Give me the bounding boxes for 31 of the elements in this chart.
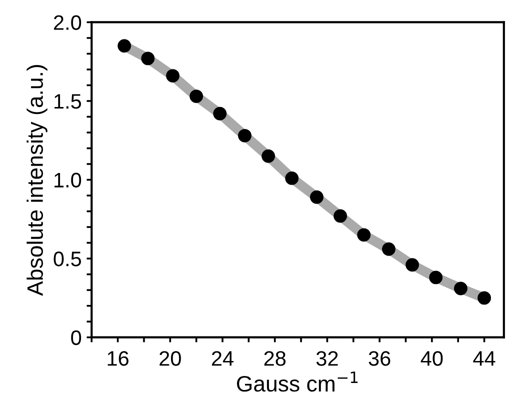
- point: [478, 291, 491, 305]
- point: [166, 69, 180, 82]
- y-tick-label: 0.5: [54, 252, 82, 266]
- point: [334, 209, 348, 223]
- x-tick-label: 16: [108, 351, 128, 366]
- point: [310, 190, 324, 204]
- x-tick-label: 44: [473, 351, 496, 366]
- point: [213, 106, 227, 120]
- point: [118, 39, 132, 53]
- point: [262, 149, 276, 163]
- point: [454, 282, 468, 296]
- point: [285, 171, 299, 185]
- x-tick-label: 40: [420, 351, 443, 366]
- y-tick-label: 0: [71, 330, 82, 346]
- point: [382, 242, 396, 256]
- y-tick-label: 1.0: [54, 172, 82, 188]
- point: [141, 52, 155, 66]
- point: [406, 258, 419, 272]
- point: [429, 270, 443, 284]
- x-tick-label: 24: [212, 351, 234, 366]
- x-tick-label: 36: [368, 351, 390, 366]
- x-tick-label: 20: [160, 351, 181, 366]
- point: [238, 128, 252, 142]
- y-axis-title: Absolute intensity (a.u.): [26, 65, 48, 296]
- x-tick-label: 28: [264, 351, 286, 366]
- point: [190, 90, 204, 103]
- point: [357, 228, 371, 242]
- y-tick-label: 1.5: [54, 94, 82, 109]
- x-tick-label: 32: [316, 351, 338, 366]
- y-tick-label: 2.0: [54, 15, 82, 30]
- x-axis-title: Gauss cm$^{−1}$: [236, 372, 358, 392]
